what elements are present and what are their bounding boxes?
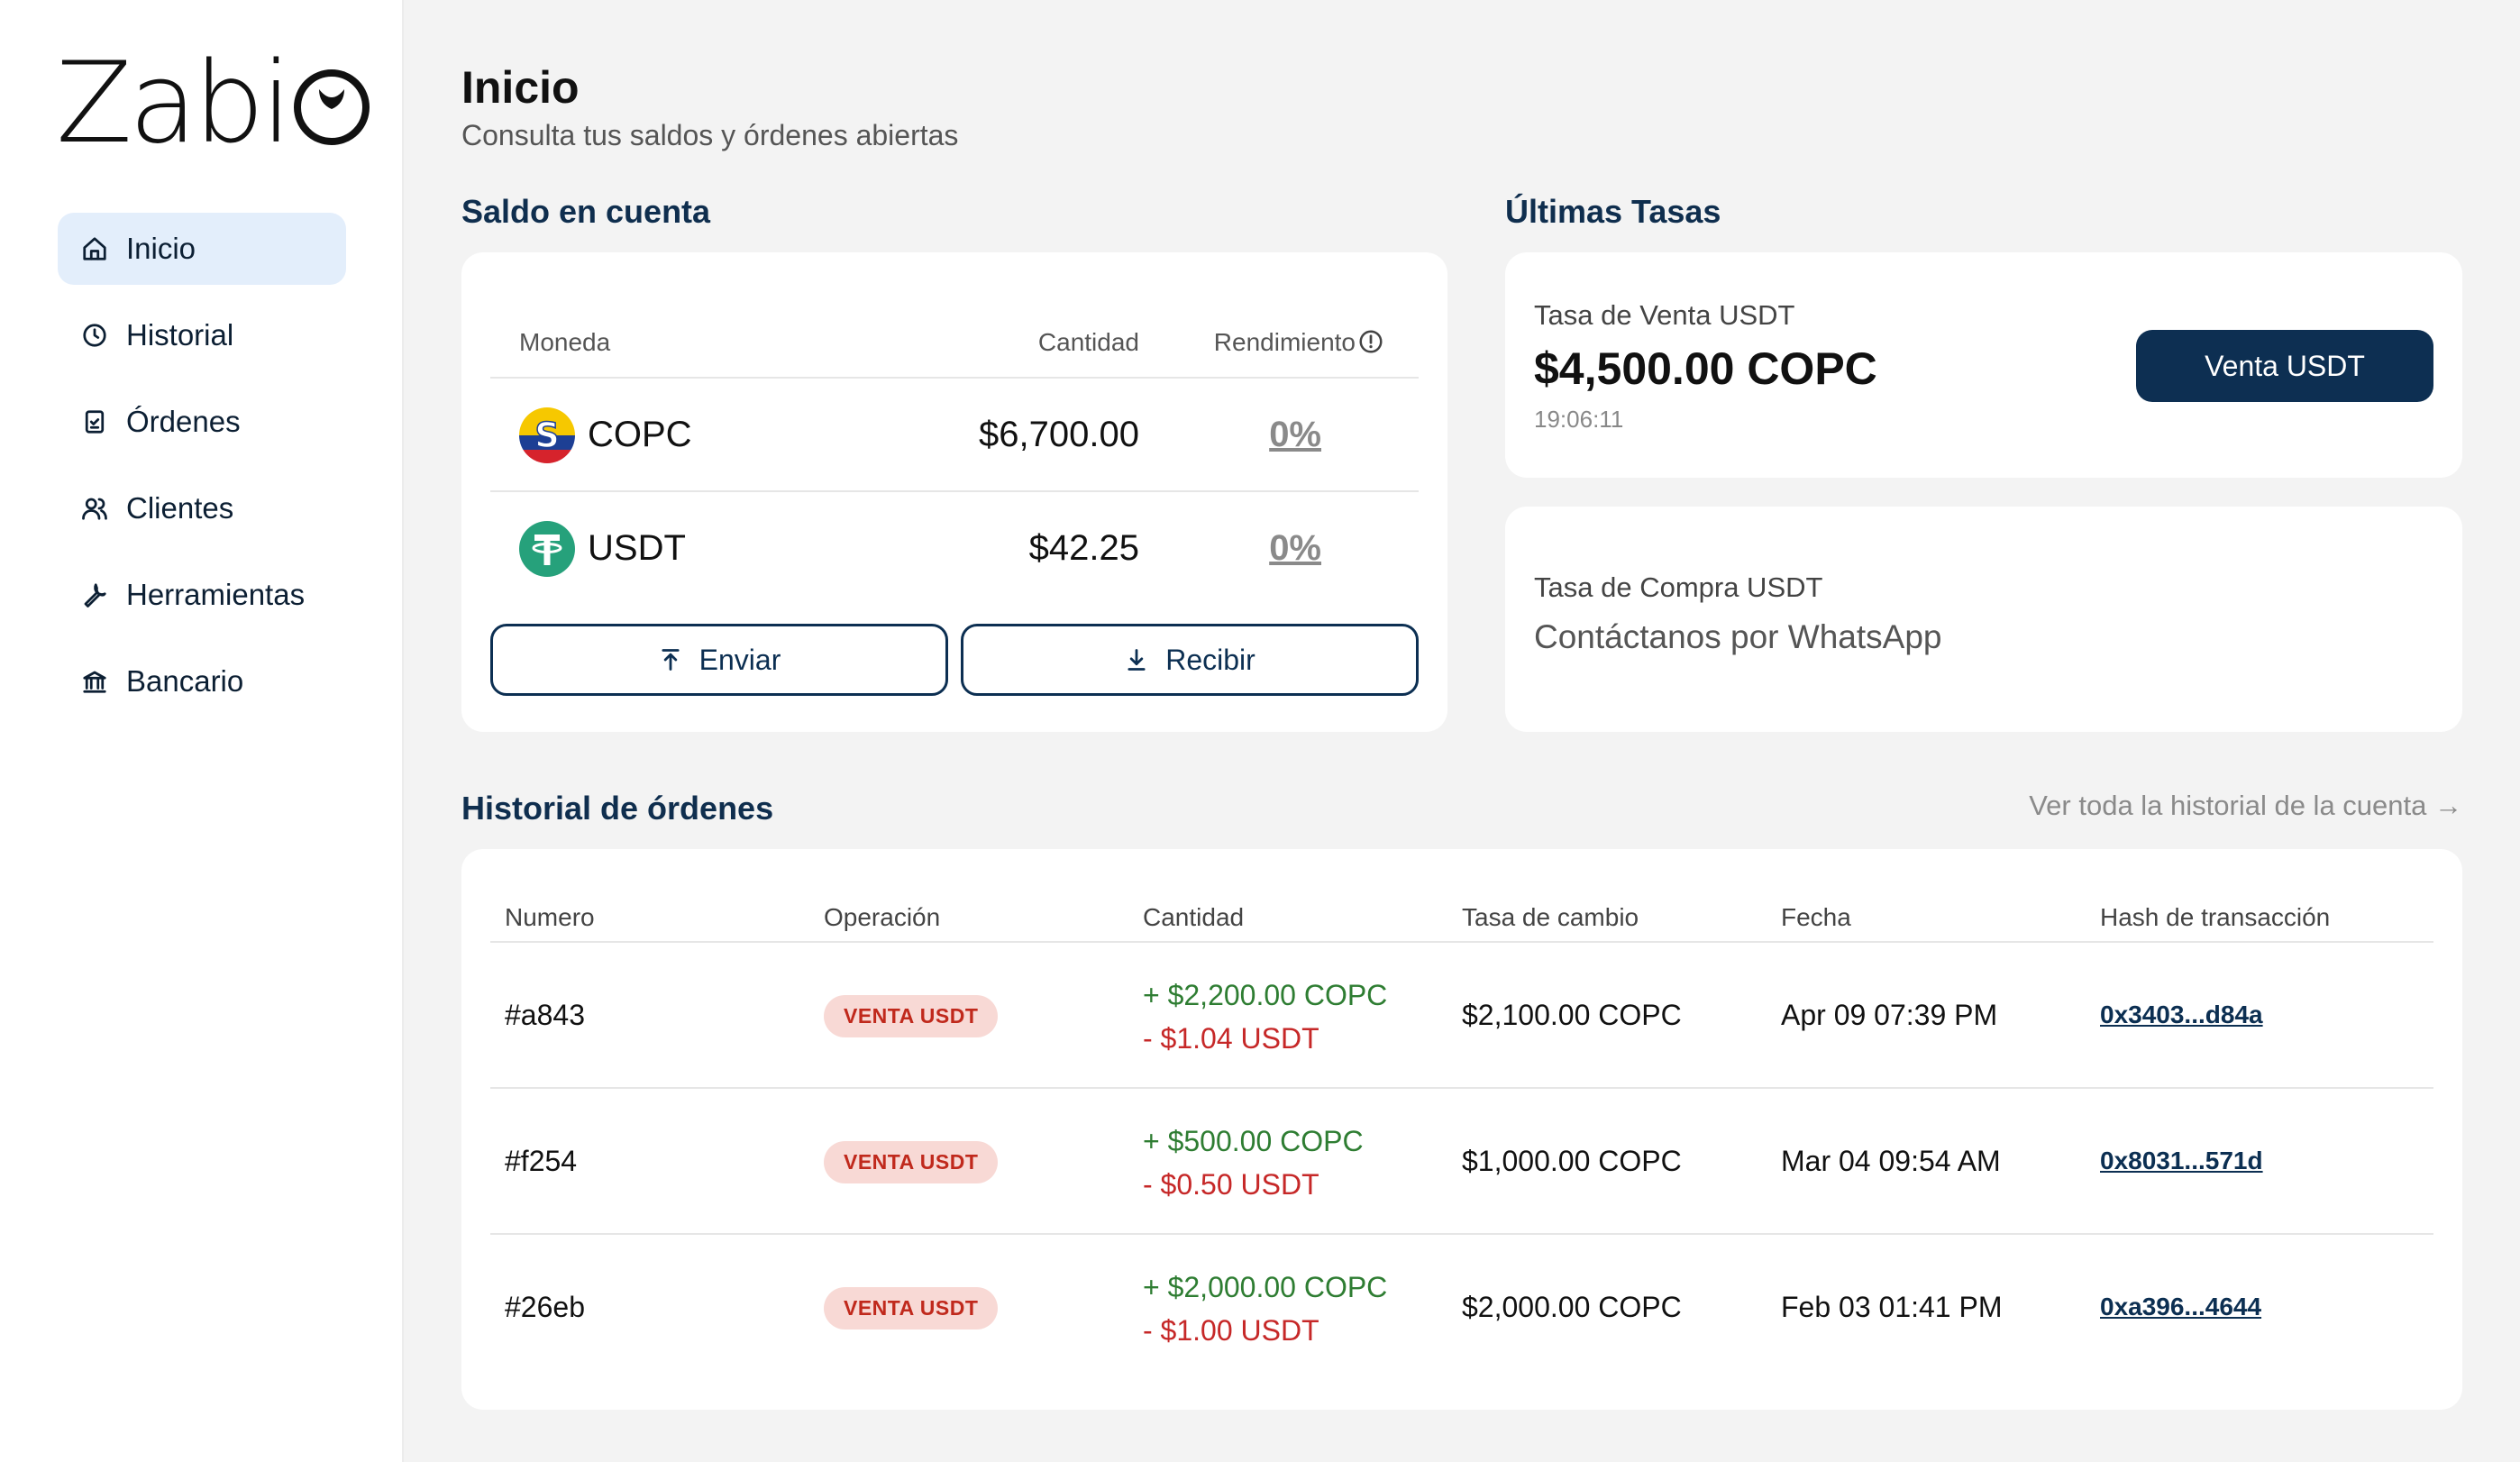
tx-hash-link[interactable]: 0x3403...d84a — [2100, 1001, 2263, 1028]
order-id: #26eb — [505, 1291, 585, 1323]
sidebar-item-label: Inicio — [126, 232, 196, 265]
zabio-logo[interactable]: Zabi — [56, 48, 375, 160]
sidebar-item-ordenes[interactable]: Órdenes — [58, 386, 346, 458]
amount-credit: + $500.00 COPC — [1143, 1125, 1364, 1157]
sidebar-item-bancario[interactable]: Bancario — [58, 645, 346, 717]
sell-rate-label: Tasa de Venta USDT — [1534, 299, 1795, 331]
bank-icon — [79, 666, 110, 697]
col-amount: Cantidad — [1037, 328, 1139, 356]
amount-debit: - $1.04 USDT — [1143, 1022, 1319, 1055]
order-rate: $1,000.00 COPC — [1462, 1145, 1682, 1177]
col-operation: Operación — [824, 903, 941, 931]
sidebar-item-label: Bancario — [126, 664, 244, 698]
orders-title: Historial de órdenes — [461, 790, 774, 827]
users-icon — [79, 493, 110, 524]
sidebar-item-clientes[interactable]: Clientes — [58, 472, 346, 544]
balance-table-header: Moneda Cantidad Rendimiento — [490, 310, 1419, 379]
order-amount: + $2,000.00 COPC - $1.00 USDT — [1143, 1266, 1387, 1352]
sidebar-item-label: Clientes — [126, 491, 234, 525]
buy-rate-value: Contáctanos por WhatsApp — [1534, 618, 1942, 655]
col-hash: Hash de transacción — [2100, 903, 2331, 931]
copc-coin-icon: S — [519, 407, 575, 463]
logo-text: Zabi — [56, 39, 292, 169]
balance-card: Moneda Cantidad Rendimiento S COPC — [461, 252, 1447, 732]
currency-name: COPC — [588, 415, 692, 454]
table-row[interactable]: #26eb VENTA USDT + $2,000.00 COPC - $1.0… — [490, 1235, 2433, 1381]
sell-usdt-button[interactable]: Venta USDT — [2136, 330, 2433, 402]
currency-yield-link[interactable]: 0% — [1269, 415, 1321, 454]
balance-title: Saldo en cuenta — [461, 193, 711, 230]
sell-rate-value: $4,500.00 COPC — [1534, 343, 1877, 394]
sidebar-item-label: Herramientas — [126, 578, 306, 611]
page-subtitle: Consulta tus saldos y órdenes abiertas — [461, 119, 959, 151]
wrench-icon — [79, 580, 110, 610]
sidebar-item-historial[interactable]: Historial — [58, 299, 346, 371]
order-date: Feb 03 01:41 PM — [1781, 1291, 2003, 1323]
receive-button[interactable]: Recibir — [961, 624, 1419, 696]
tether-coin-icon — [519, 521, 575, 577]
info-icon[interactable] — [1357, 328, 1384, 355]
tx-hash-link[interactable]: 0xa396...4644 — [2100, 1293, 2262, 1320]
tx-hash-link[interactable]: 0x8031...571d — [2100, 1147, 2263, 1174]
view-all-history-link[interactable]: Ver toda la historial de la cuenta → — [2029, 790, 2462, 821]
buy-rate-card: Tasa de Compra USDT Contáctanos por What… — [1505, 507, 2462, 732]
sidebar-item-label: Órdenes — [126, 405, 241, 438]
status-badge: VENTA USDT — [824, 995, 999, 1037]
send-button[interactable]: Enviar — [490, 624, 948, 696]
order-date: Apr 09 07:39 PM — [1781, 999, 1998, 1031]
currency-name: USDT — [588, 528, 686, 568]
currency-amount: $42.25 — [1028, 528, 1139, 568]
sidebar: Zabi Inicio Historial Órdenes — [0, 0, 404, 1462]
amount-credit: + $2,200.00 COPC — [1143, 979, 1388, 1011]
balance-row-copc: S COPC $6,700.00 0% — [490, 379, 1419, 492]
sell-usdt-button-label: Venta USDT — [2205, 349, 2365, 382]
currency-amount: $6,700.00 — [979, 415, 1139, 454]
sidebar-item-inicio[interactable]: Inicio — [58, 213, 346, 285]
col-rate: Tasa de cambio — [1462, 903, 1639, 931]
order-rate: $2,000.00 COPC — [1462, 1291, 1682, 1323]
send-button-label: Enviar — [698, 643, 781, 676]
order-amount: + $500.00 COPC - $0.50 USDT — [1143, 1119, 1364, 1206]
sell-rate-card: Tasa de Venta USDT $4,500.00 COPC 19:06:… — [1505, 252, 2462, 478]
sell-rate-time: 19:06:11 — [1534, 406, 1624, 433]
currency-yield-link[interactable]: 0% — [1269, 528, 1321, 568]
order-id: #f254 — [505, 1145, 578, 1177]
sidebar-item-label: Historial — [126, 318, 234, 352]
balance-row-usdt: USDT $42.25 0% — [490, 492, 1419, 606]
col-yield: Rendimiento — [1213, 328, 1356, 356]
sidebar-nav: Inicio Historial Órdenes Clientes Herram… — [58, 213, 346, 732]
amount-credit: + $2,000.00 COPC — [1143, 1271, 1388, 1303]
arrow-down-icon — [1128, 649, 1146, 671]
sidebar-item-herramientas[interactable]: Herramientas — [58, 559, 346, 631]
orders-table-header: Numero Operación Cantidad Tasa de cambio… — [490, 892, 2433, 943]
svg-text:S: S — [534, 416, 559, 455]
receive-button-label: Recibir — [1165, 643, 1255, 676]
clock-icon — [79, 320, 110, 351]
clipboard-check-icon — [79, 407, 110, 437]
amount-debit: - $0.50 USDT — [1143, 1168, 1319, 1201]
order-rate: $2,100.00 COPC — [1462, 999, 1682, 1031]
status-badge: VENTA USDT — [824, 1141, 999, 1183]
table-row[interactable]: #a843 VENTA USDT + $2,200.00 COPC - $1.0… — [490, 943, 2433, 1089]
home-icon — [79, 233, 110, 264]
amount-debit: - $1.00 USDT — [1143, 1314, 1319, 1347]
order-id: #a843 — [505, 999, 585, 1031]
col-date: Fecha — [1781, 903, 1851, 931]
col-number: Numero — [505, 903, 595, 931]
status-badge: VENTA USDT — [824, 1287, 999, 1330]
logo-o-icon — [288, 60, 375, 147]
arrow-up-icon — [662, 649, 680, 671]
rates-title: Últimas Tasas — [1505, 193, 1721, 230]
col-amount: Cantidad — [1143, 903, 1245, 931]
page-title: Inicio — [461, 62, 580, 113]
col-currency: Moneda — [519, 328, 611, 356]
orders-table: Numero Operación Cantidad Tasa de cambio… — [461, 849, 2462, 1410]
buy-rate-label: Tasa de Compra USDT — [1534, 571, 1823, 603]
order-amount: + $2,200.00 COPC - $1.04 USDT — [1143, 973, 1387, 1060]
table-row[interactable]: #f254 VENTA USDT + $500.00 COPC - $0.50 … — [490, 1089, 2433, 1235]
order-date: Mar 04 09:54 AM — [1781, 1145, 2001, 1177]
